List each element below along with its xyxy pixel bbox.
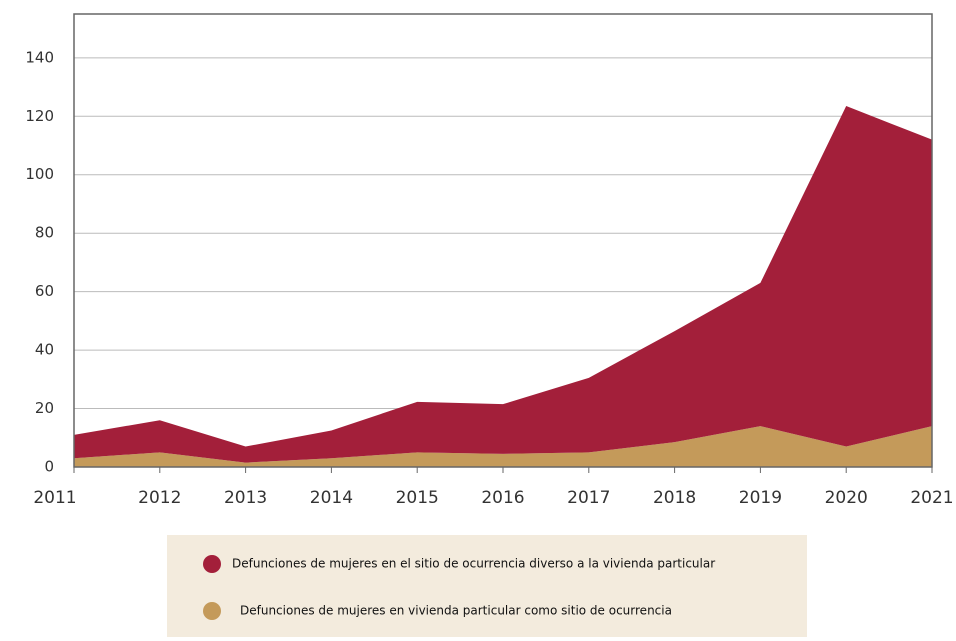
y-tick-label: 20 — [35, 399, 54, 417]
x-tick-label: 2020 — [825, 488, 868, 508]
x-tick-label: 2013 — [224, 488, 267, 508]
legend-box — [167, 535, 807, 637]
x-tick-label: 2016 — [481, 488, 524, 508]
x-tick-label: 2014 — [310, 488, 353, 508]
x-tick-label: 2012 — [138, 488, 181, 508]
y-tick-label: 80 — [35, 224, 54, 242]
y-tick-label: 100 — [25, 165, 54, 183]
area — [74, 106, 932, 463]
area — [74, 426, 932, 467]
y-tick-label: 40 — [35, 341, 54, 359]
legend-marker — [203, 602, 221, 620]
y-tick-label: 140 — [25, 48, 54, 66]
x-tick-label: 2017 — [567, 488, 610, 508]
x-tick-label: 2015 — [396, 488, 439, 508]
x-tick-label: 2021 — [910, 488, 953, 508]
y-tick-label: 120 — [25, 107, 54, 125]
x-tick-label: 2018 — [653, 488, 696, 508]
x-tick-label: 2019 — [739, 488, 782, 508]
legend-label: Defunciones de mujeres en el sitio de oc… — [232, 557, 715, 571]
x-tick-label: 2011 — [33, 488, 76, 508]
y-tick-label: 0 — [44, 458, 54, 476]
y-tick-label: 60 — [35, 282, 54, 300]
legend-label: Defunciones de mujeres en vivienda parti… — [240, 604, 672, 618]
legend-marker — [203, 555, 221, 573]
